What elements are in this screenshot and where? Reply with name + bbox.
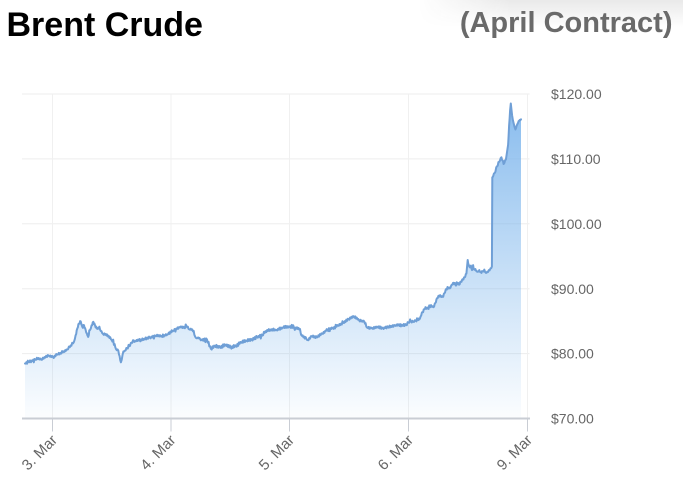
svg-text:$80.00: $80.00 <box>551 346 594 362</box>
svg-text:$110.00: $110.00 <box>551 151 601 167</box>
svg-text:$90.00: $90.00 <box>551 281 594 297</box>
svg-text:3. Mar: 3. Mar <box>19 432 61 474</box>
svg-text:4. Mar: 4. Mar <box>137 432 179 474</box>
svg-text:9. Mar: 9. Mar <box>494 432 536 474</box>
svg-text:$70.00: $70.00 <box>551 411 594 427</box>
svg-text:$100.00: $100.00 <box>551 216 602 232</box>
svg-text:6. Mar: 6. Mar <box>375 432 417 474</box>
svg-text:$120.00: $120.00 <box>551 86 602 102</box>
svg-text:5. Mar: 5. Mar <box>256 432 298 474</box>
